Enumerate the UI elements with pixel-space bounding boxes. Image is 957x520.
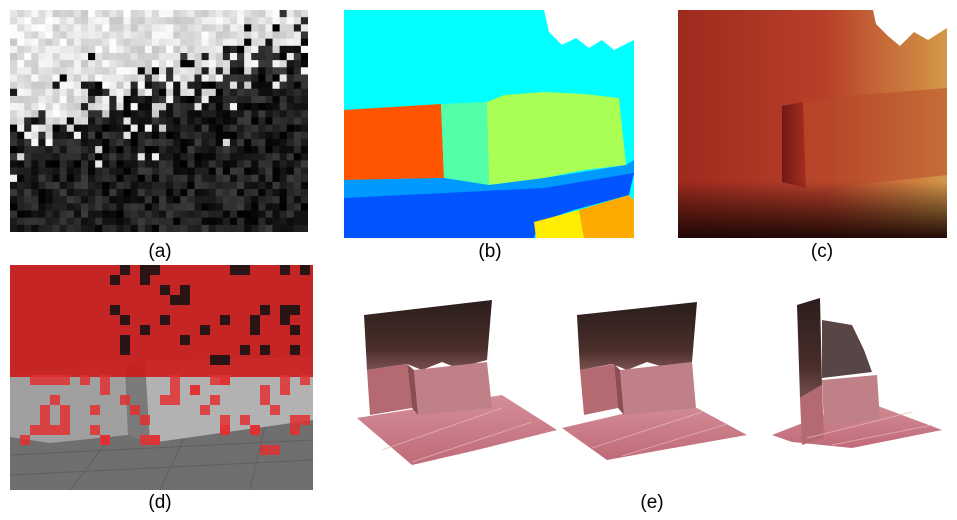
mask-image — [10, 10, 308, 232]
overlay-image — [10, 265, 313, 490]
segment-floor-amber — [579, 195, 634, 238]
caption-b: (b) — [478, 241, 502, 262]
caption-c: (c) — [810, 241, 834, 262]
segment-ground — [344, 173, 634, 238]
segment-box-front — [487, 92, 626, 185]
panel-d-overlay — [10, 265, 313, 490]
center-box-front — [145, 357, 313, 443]
depth-void-top — [873, 10, 947, 46]
reconstruction-view-3 — [772, 298, 942, 448]
caption-d: (d) — [148, 492, 172, 513]
segment-void-top — [544, 10, 634, 50]
segment-left-wall — [344, 104, 444, 180]
panel-b-segmentation — [344, 10, 634, 238]
reconstruction-view-1 — [357, 300, 557, 465]
segment-box-side — [441, 102, 489, 185]
segment-floor-yellow — [534, 210, 584, 238]
segment-ledge — [344, 160, 634, 200]
panel-c-depth — [678, 10, 947, 238]
caption-e: (e) — [640, 492, 664, 513]
panel-a-mask — [10, 10, 308, 232]
segmentation-image — [344, 10, 634, 238]
panel-e-reconstructions — [352, 290, 952, 490]
reconstruction-views — [357, 298, 942, 465]
depth-image — [678, 10, 947, 238]
reconstruction-view-2 — [562, 302, 747, 460]
caption-a: (a) — [148, 241, 172, 262]
